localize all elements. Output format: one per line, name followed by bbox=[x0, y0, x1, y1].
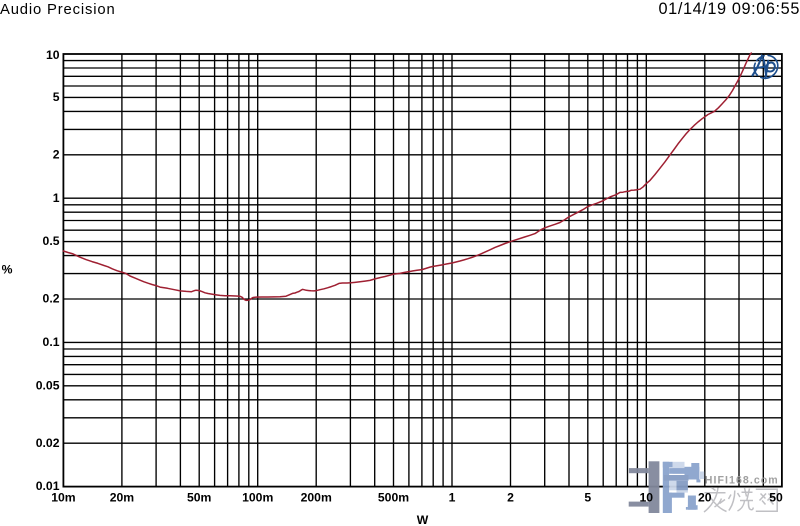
svg-text:HIFI168.com: HIFI168.com bbox=[705, 475, 779, 487]
svg-text:0.02: 0.02 bbox=[36, 436, 60, 450]
svg-text:5: 5 bbox=[53, 90, 60, 104]
svg-text:20: 20 bbox=[698, 491, 712, 505]
svg-text:01/14/19 09:06:55: 01/14/19 09:06:55 bbox=[659, 0, 800, 18]
svg-text:0.01: 0.01 bbox=[36, 479, 60, 493]
svg-text:0.2: 0.2 bbox=[43, 292, 60, 306]
svg-text:1: 1 bbox=[449, 491, 456, 505]
svg-text:%: % bbox=[2, 263, 13, 277]
svg-text:W: W bbox=[417, 513, 429, 526]
svg-text:2: 2 bbox=[507, 491, 514, 505]
svg-text:0.5: 0.5 bbox=[43, 234, 60, 248]
svg-text:500m: 500m bbox=[378, 491, 409, 505]
svg-text:200m: 200m bbox=[301, 491, 332, 505]
svg-text:10: 10 bbox=[46, 48, 60, 62]
svg-text:20m: 20m bbox=[110, 491, 135, 505]
svg-text:Audio Precision: Audio Precision bbox=[0, 2, 116, 18]
svg-text:1: 1 bbox=[53, 191, 60, 205]
svg-text:100m: 100m bbox=[242, 491, 273, 505]
svg-text:50m: 50m bbox=[187, 491, 212, 505]
svg-text:10m: 10m bbox=[51, 491, 76, 505]
svg-text:2: 2 bbox=[53, 147, 60, 161]
svg-text:50: 50 bbox=[769, 491, 783, 505]
svg-text:0.1: 0.1 bbox=[43, 335, 60, 349]
svg-text:0.05: 0.05 bbox=[36, 378, 60, 392]
svg-text:10: 10 bbox=[640, 491, 654, 505]
svg-text:5: 5 bbox=[584, 491, 591, 505]
